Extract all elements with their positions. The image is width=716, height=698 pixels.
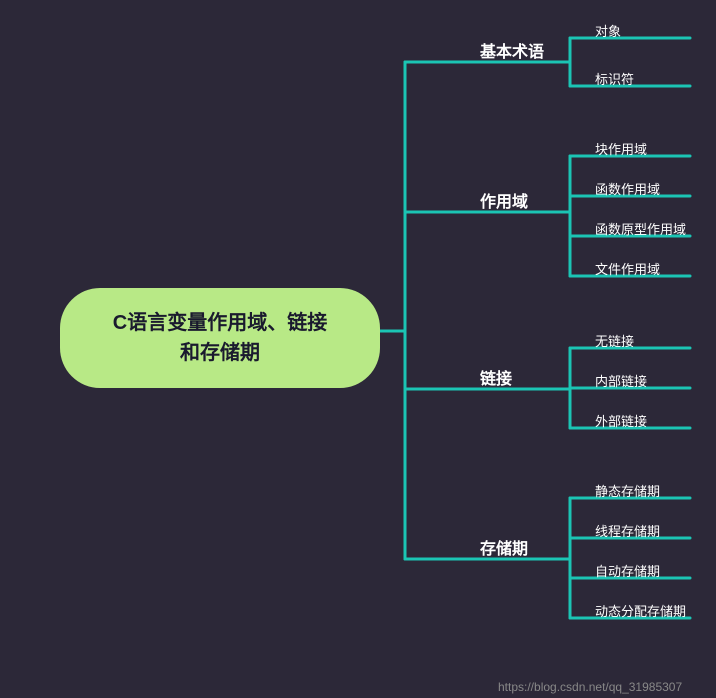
root-text-line1: C语言变量作用域、链接 [113, 312, 327, 334]
leaf-label: 外部链接 [595, 411, 647, 430]
root-text-line2: 和存储期 [180, 342, 260, 364]
branch-label: 存储期 [480, 535, 528, 559]
leaf-label: 对象 [595, 21, 621, 40]
watermark-text: https://blog.csdn.net/qq_31985307 [498, 680, 682, 694]
branch-label: 作用域 [480, 188, 528, 212]
leaf-label: 标识符 [595, 69, 634, 88]
leaf-label: 块作用域 [595, 139, 647, 158]
branch-label: 基本术语 [480, 38, 544, 62]
root-node: C语言变量作用域、链接 和存储期 [60, 288, 380, 388]
leaf-label: 函数原型作用域 [595, 219, 686, 238]
branch-label: 链接 [480, 365, 512, 389]
leaf-label: 无链接 [595, 331, 634, 350]
leaf-label: 内部链接 [595, 371, 647, 390]
leaf-label: 文件作用域 [595, 259, 660, 278]
leaf-label: 动态分配存储期 [595, 601, 686, 620]
leaf-label: 静态存储期 [595, 481, 660, 500]
leaf-label: 函数作用域 [595, 179, 660, 198]
leaf-label: 自动存储期 [595, 561, 660, 580]
leaf-label: 线程存储期 [595, 521, 660, 540]
